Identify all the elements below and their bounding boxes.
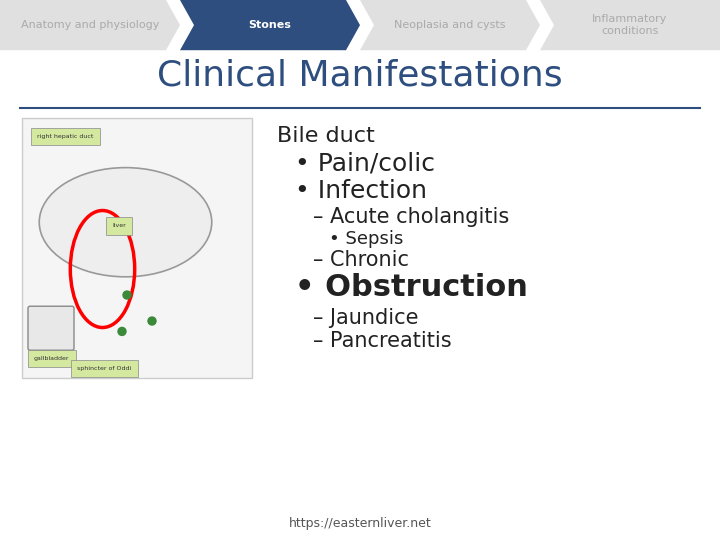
Text: • Sepsis: • Sepsis xyxy=(329,230,403,248)
Text: https://easternliver.net: https://easternliver.net xyxy=(289,517,431,530)
Text: sphincter of Oddi: sphincter of Oddi xyxy=(77,366,131,371)
Polygon shape xyxy=(540,0,720,50)
Text: Bile duct: Bile duct xyxy=(277,126,374,146)
Circle shape xyxy=(123,291,131,299)
Text: • Pain/colic: • Pain/colic xyxy=(295,151,435,175)
Text: – Jaundice: – Jaundice xyxy=(313,308,418,328)
FancyBboxPatch shape xyxy=(22,118,252,378)
Text: • Infection: • Infection xyxy=(295,179,427,203)
Text: • Obstruction: • Obstruction xyxy=(295,273,528,302)
Text: – Chronic: – Chronic xyxy=(313,250,409,270)
Text: – Pancreatitis: – Pancreatitis xyxy=(313,331,451,351)
Text: – Acute cholangitis: – Acute cholangitis xyxy=(313,207,509,227)
Polygon shape xyxy=(180,0,360,50)
Ellipse shape xyxy=(40,167,212,277)
Text: right hepatic duct: right hepatic duct xyxy=(37,134,94,139)
FancyBboxPatch shape xyxy=(28,306,74,350)
Circle shape xyxy=(148,317,156,325)
Polygon shape xyxy=(0,0,180,50)
Text: gallbladder: gallbladder xyxy=(34,356,70,361)
Polygon shape xyxy=(360,0,540,50)
Text: Neoplasia and cysts: Neoplasia and cysts xyxy=(395,20,505,30)
Text: liver: liver xyxy=(112,224,126,228)
Text: Inflammatory
conditions: Inflammatory conditions xyxy=(593,15,667,36)
Circle shape xyxy=(118,327,126,335)
Text: Clinical Manifestations: Clinical Manifestations xyxy=(157,58,563,92)
Text: Anatomy and physiology: Anatomy and physiology xyxy=(21,20,159,30)
Text: Stones: Stones xyxy=(248,20,292,30)
